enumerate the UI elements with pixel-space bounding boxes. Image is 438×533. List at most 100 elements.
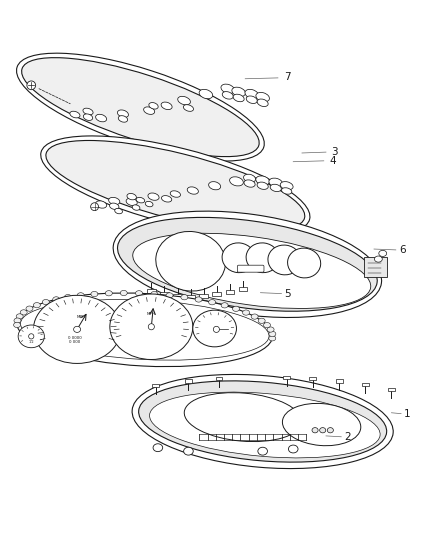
Ellipse shape xyxy=(257,182,268,189)
Ellipse shape xyxy=(178,96,191,105)
Ellipse shape xyxy=(41,136,310,236)
Text: 2: 2 xyxy=(344,432,351,442)
Ellipse shape xyxy=(17,53,264,161)
Ellipse shape xyxy=(268,245,301,275)
Ellipse shape xyxy=(91,292,98,297)
Ellipse shape xyxy=(113,211,381,318)
Text: 1: 1 xyxy=(404,409,411,419)
FancyBboxPatch shape xyxy=(336,379,343,383)
Ellipse shape xyxy=(233,94,244,102)
Ellipse shape xyxy=(117,110,128,117)
Ellipse shape xyxy=(246,243,279,273)
Ellipse shape xyxy=(83,114,93,120)
FancyBboxPatch shape xyxy=(173,294,182,298)
Text: 6: 6 xyxy=(399,245,406,255)
Ellipse shape xyxy=(139,381,387,462)
Ellipse shape xyxy=(136,197,145,203)
Ellipse shape xyxy=(184,393,302,442)
Ellipse shape xyxy=(33,303,40,308)
Ellipse shape xyxy=(126,198,137,206)
Text: 0 000: 0 000 xyxy=(69,340,81,344)
FancyBboxPatch shape xyxy=(212,292,221,296)
Ellipse shape xyxy=(222,92,233,99)
Ellipse shape xyxy=(149,102,158,109)
Ellipse shape xyxy=(245,90,258,99)
FancyBboxPatch shape xyxy=(226,290,234,294)
Ellipse shape xyxy=(14,322,21,328)
Ellipse shape xyxy=(256,92,269,102)
Ellipse shape xyxy=(257,99,268,107)
Ellipse shape xyxy=(105,290,112,296)
FancyBboxPatch shape xyxy=(364,257,387,277)
Ellipse shape xyxy=(269,332,276,336)
Ellipse shape xyxy=(46,141,305,231)
FancyBboxPatch shape xyxy=(186,295,195,299)
Ellipse shape xyxy=(213,326,219,333)
Ellipse shape xyxy=(244,180,255,187)
Ellipse shape xyxy=(64,295,71,300)
Ellipse shape xyxy=(148,193,159,200)
Ellipse shape xyxy=(120,290,127,296)
Ellipse shape xyxy=(195,297,202,302)
Ellipse shape xyxy=(221,303,228,308)
Ellipse shape xyxy=(187,187,198,194)
Ellipse shape xyxy=(153,444,162,451)
FancyBboxPatch shape xyxy=(283,376,290,379)
Ellipse shape xyxy=(26,306,33,311)
Ellipse shape xyxy=(320,427,326,433)
Ellipse shape xyxy=(109,197,120,205)
Ellipse shape xyxy=(33,295,121,364)
Ellipse shape xyxy=(232,87,245,96)
Ellipse shape xyxy=(208,300,215,305)
Ellipse shape xyxy=(14,318,21,323)
FancyBboxPatch shape xyxy=(309,377,316,381)
Ellipse shape xyxy=(244,174,255,182)
Ellipse shape xyxy=(230,177,244,186)
Ellipse shape xyxy=(20,310,27,315)
FancyBboxPatch shape xyxy=(147,289,155,293)
Ellipse shape xyxy=(374,256,382,262)
Ellipse shape xyxy=(193,310,237,347)
FancyBboxPatch shape xyxy=(239,287,247,291)
Ellipse shape xyxy=(117,217,377,311)
Ellipse shape xyxy=(149,392,380,458)
Ellipse shape xyxy=(133,233,371,309)
Ellipse shape xyxy=(27,81,35,90)
Ellipse shape xyxy=(258,318,265,324)
Ellipse shape xyxy=(288,248,321,278)
Ellipse shape xyxy=(280,182,293,190)
Ellipse shape xyxy=(135,290,142,296)
FancyBboxPatch shape xyxy=(152,384,159,387)
FancyBboxPatch shape xyxy=(199,294,208,298)
Ellipse shape xyxy=(246,96,257,103)
Ellipse shape xyxy=(270,184,281,191)
Ellipse shape xyxy=(258,447,268,455)
Ellipse shape xyxy=(181,295,188,300)
Ellipse shape xyxy=(251,314,258,319)
Ellipse shape xyxy=(233,306,240,311)
Ellipse shape xyxy=(162,196,172,202)
Ellipse shape xyxy=(170,191,180,197)
Ellipse shape xyxy=(208,182,221,190)
Ellipse shape xyxy=(132,374,393,469)
Ellipse shape xyxy=(283,403,361,446)
FancyBboxPatch shape xyxy=(388,388,395,391)
FancyBboxPatch shape xyxy=(237,265,264,272)
Ellipse shape xyxy=(243,310,250,315)
Ellipse shape xyxy=(132,205,140,211)
Text: 3: 3 xyxy=(331,147,338,157)
Ellipse shape xyxy=(110,294,193,359)
FancyBboxPatch shape xyxy=(160,292,169,296)
Ellipse shape xyxy=(148,324,154,330)
Ellipse shape xyxy=(184,447,193,455)
FancyBboxPatch shape xyxy=(215,376,223,380)
Ellipse shape xyxy=(127,193,136,200)
Ellipse shape xyxy=(74,326,81,333)
Text: 0 0000: 0 0000 xyxy=(68,336,82,340)
Ellipse shape xyxy=(269,178,283,187)
Ellipse shape xyxy=(222,243,255,273)
Ellipse shape xyxy=(70,111,80,118)
Text: 5: 5 xyxy=(285,289,291,299)
Ellipse shape xyxy=(42,300,49,305)
Ellipse shape xyxy=(184,104,194,111)
